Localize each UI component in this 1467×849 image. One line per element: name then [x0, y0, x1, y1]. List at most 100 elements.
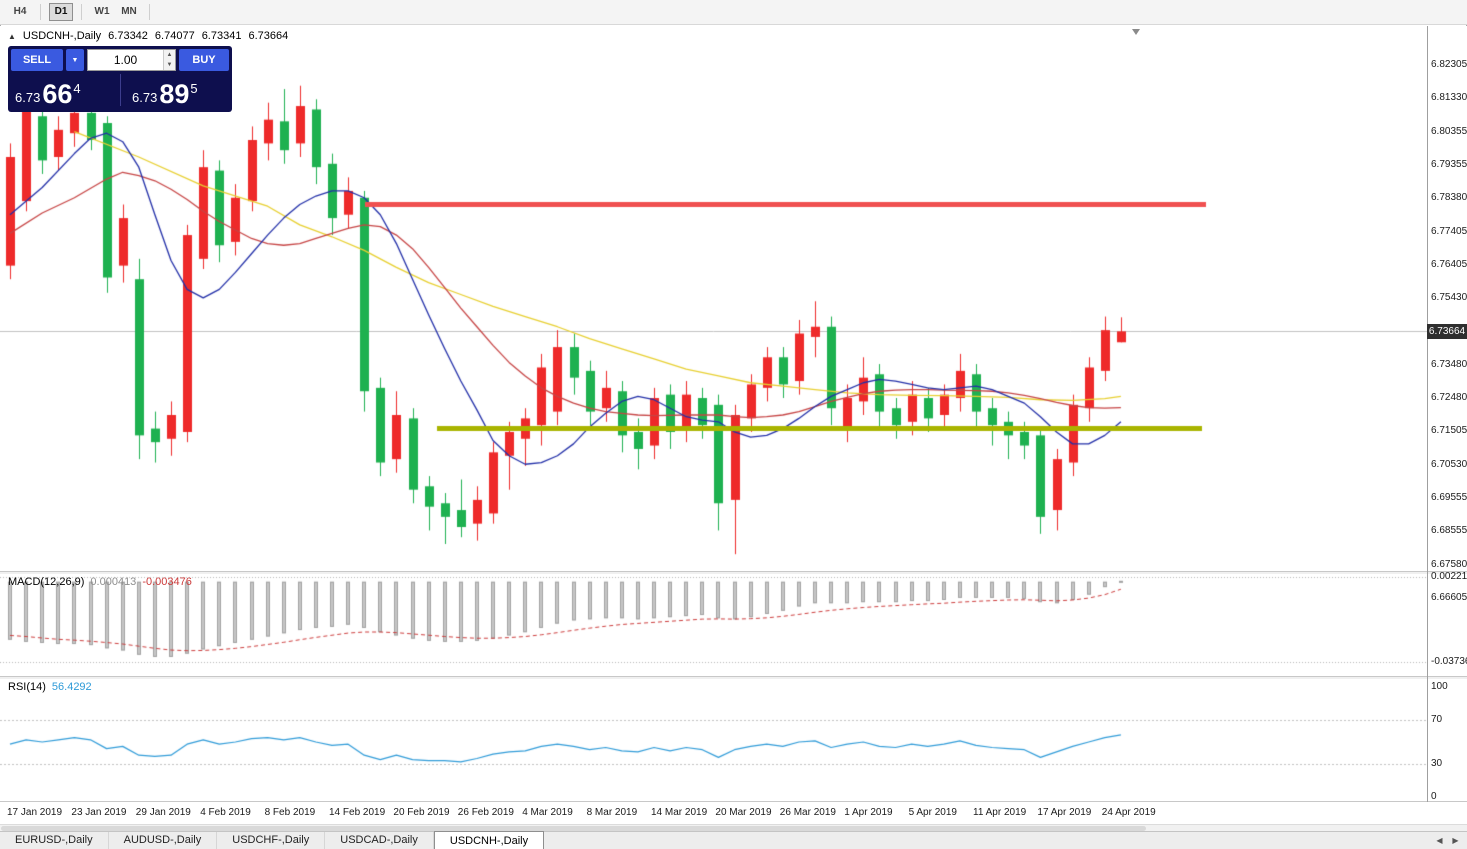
axis-border-line — [1427, 26, 1428, 802]
sell-price-base: 6.73 — [15, 90, 41, 105]
buy-button[interactable]: BUY — [179, 49, 229, 71]
date-axis-label: 11 Apr 2019 — [973, 807, 1027, 818]
volume-input[interactable] — [87, 49, 176, 71]
sell-button[interactable]: SELL — [11, 49, 63, 71]
rsi-title: RSI(14) — [8, 681, 46, 693]
chart-scroll-marker-icon[interactable] — [1132, 29, 1140, 35]
symbol-tab-usdcnh[interactable]: USDCNH-,Daily — [433, 831, 545, 849]
candlestick-chart-canvas[interactable] — [0, 26, 1427, 571]
symbol-tab-eurusd[interactable]: EURUSD-,Daily — [0, 832, 109, 849]
price-axis-label: 6.71505 — [1431, 425, 1467, 437]
macd-main-value: 0.000413 — [90, 576, 137, 588]
indicator-axis-label: 0.002212 — [1431, 571, 1467, 582]
rsi-value: 56.4292 — [51, 681, 92, 693]
price-axis-label: 6.80355 — [1431, 125, 1467, 137]
volume-spin-down-icon[interactable]: ▼ — [166, 62, 173, 68]
price-axis-label: 6.67580 — [1431, 558, 1467, 570]
volume-dropdown-button[interactable]: ▼ — [66, 49, 84, 71]
timeframe-button-h4[interactable]: H4 — [13, 6, 27, 17]
price-axis-label: 6.77405 — [1431, 225, 1467, 237]
chart-ohlc-header: ▲ USDCNH-,Daily 6.73342 6.74077 6.73341 … — [8, 30, 288, 42]
macd-title: MACD(12,26,9) — [8, 576, 85, 588]
one-click-trading-panel: SELL ▼ ▲ ▼ BUY 6.73 66 4 — [8, 46, 232, 112]
buy-price-point: 5 — [190, 81, 198, 96]
tab-nav-buttons: ◀ ▶ — [1433, 832, 1467, 849]
date-axis[interactable]: 17 Jan 2019 23 Jan 2019 29 Jan 2019 4 Feb 2… — [0, 802, 1467, 824]
date-axis-label: 4 Mar 2019 — [522, 807, 573, 818]
macd-signal-value: -0.003476 — [142, 576, 192, 588]
indicator-axis-label: -0.037368 — [1431, 656, 1467, 667]
price-axis-label: 6.79355 — [1431, 158, 1467, 170]
price-chart-panel: ▲ USDCNH-,Daily 6.73342 6.74077 6.73341 … — [0, 26, 1467, 603]
tabs-scroll-left-button[interactable]: ◀ — [1436, 836, 1443, 845]
volume-spin-up-icon[interactable]: ▲ — [166, 52, 173, 58]
sell-price-display[interactable]: 6.73 66 4 — [11, 71, 120, 109]
price-axis-label: 6.76405 — [1431, 258, 1467, 270]
date-axis-label: 17 Apr 2019 — [1037, 807, 1092, 818]
buy-price-pips: 89 — [159, 79, 190, 109]
date-axis-label: 23 Jan 2019 — [71, 807, 127, 818]
current-price-value: 6.73664 — [1428, 326, 1466, 337]
scrollbar-thumb[interactable] — [1, 826, 1146, 831]
macd-indicator-header: MACD(12,26,9) 0.000413 -0.003476 — [8, 576, 192, 588]
timeframe-toolbar: H4 D1 W1 MN — [0, 0, 1467, 25]
collapse-triangle-icon[interactable]: ▲ — [8, 31, 16, 41]
toolbar-separator — [81, 4, 82, 20]
macd-indicator-panel: MACD(12,26,9) 0.000413 -0.003476 — [0, 574, 1467, 676]
bid-ask-price-row: 6.73 66 4 6.73 89 5 — [11, 71, 229, 109]
ohlc-open-value: 6.73342 — [108, 30, 148, 42]
date-axis-label: 4 Feb 2019 — [200, 807, 251, 818]
toolbar-separator — [40, 4, 41, 20]
tabs-scroll-right-button[interactable]: ▶ — [1452, 836, 1459, 845]
price-axis[interactable]: 6.82305 6.81330 6.80355 6.79355 6.78380 6.774… — [1428, 52, 1467, 603]
date-axis-label: 8 Mar 2019 — [586, 807, 638, 818]
price-axis-label: 6.81330 — [1431, 92, 1467, 104]
price-axis-label: 6.82305 — [1431, 59, 1467, 70]
date-axis-label: 17 Jan 2019 — [7, 807, 63, 818]
price-divider — [120, 74, 121, 106]
date-axis-label: 26 Feb 2019 — [457, 807, 514, 818]
toolbar-separator — [149, 4, 150, 20]
trade-controls-row: SELL ▼ ▲ ▼ BUY — [11, 49, 229, 71]
date-axis-label: 14 Mar 2019 — [651, 807, 708, 818]
panel-splitter[interactable] — [0, 676, 1467, 679]
price-axis-label: 6.69555 — [1431, 492, 1467, 504]
timeframe-button-group: H4 D1 W1 MN — [8, 3, 155, 21]
date-axis-label: 20 Feb 2019 — [393, 807, 450, 818]
date-axis-label: 8 Feb 2019 — [264, 807, 316, 818]
date-axis-label: 1 Apr 2019 — [844, 807, 893, 818]
chart-tabs: EURUSD-,Daily AUDUSD-,Daily USDCHF-,Daily U… — [0, 831, 545, 849]
indicator-axis-label: 30 — [1431, 758, 1443, 769]
price-axis-label: 6.72480 — [1431, 392, 1467, 404]
volume-spinner: ▲ ▼ — [163, 50, 175, 70]
buy-price-base: 6.73 — [132, 90, 158, 105]
timeframe-button-d1[interactable]: D1 — [49, 3, 73, 21]
price-axis-label: 6.75430 — [1431, 292, 1467, 304]
horizontal-scrollbar[interactable] — [0, 824, 1467, 831]
ohlc-high-value: 6.74077 — [154, 30, 195, 42]
buy-price-display[interactable]: 6.73 89 5 — [120, 71, 229, 109]
date-axis-label: 26 Mar 2019 — [779, 807, 836, 818]
rsi-chart-canvas[interactable] — [0, 679, 1427, 801]
macd-chart-canvas[interactable] — [0, 574, 1427, 676]
ohlc-close-value: 6.73664 — [248, 30, 289, 42]
chart-symbol-label: USDCNH-,Daily — [22, 30, 102, 42]
symbol-tab-usdchf[interactable]: USDCHF-,Daily — [217, 832, 326, 849]
indicator-axis-label: 0 — [1431, 791, 1437, 802]
timeframe-button-mn[interactable]: MN — [121, 6, 137, 17]
volume-field-wrap: ▲ ▼ — [87, 49, 176, 71]
timeframe-button-w1[interactable]: W1 — [94, 6, 110, 17]
rsi-indicator-panel: RSI(14) 56.4292 — [0, 679, 1467, 801]
panel-splitter — [0, 801, 1467, 802]
rsi-indicator-header: RSI(14) 56.4292 — [8, 681, 92, 693]
date-axis-label: 5 Apr 2019 — [908, 807, 957, 818]
symbol-tab-audusd[interactable]: AUDUSD-,Daily — [109, 832, 218, 849]
ohlc-low-value: 6.73341 — [201, 30, 242, 42]
chart-tab-bar: EURUSD-,Daily AUDUSD-,Daily USDCHF-,Daily U… — [0, 831, 1467, 849]
panel-splitter[interactable] — [0, 571, 1467, 574]
indicator-axis-label: 70 — [1431, 714, 1443, 725]
symbol-tab-usdcad[interactable]: USDCAD-,Daily — [325, 832, 434, 849]
price-axis-label: 6.66605 — [1431, 592, 1467, 603]
date-axis-label: 14 Feb 2019 — [329, 807, 386, 818]
